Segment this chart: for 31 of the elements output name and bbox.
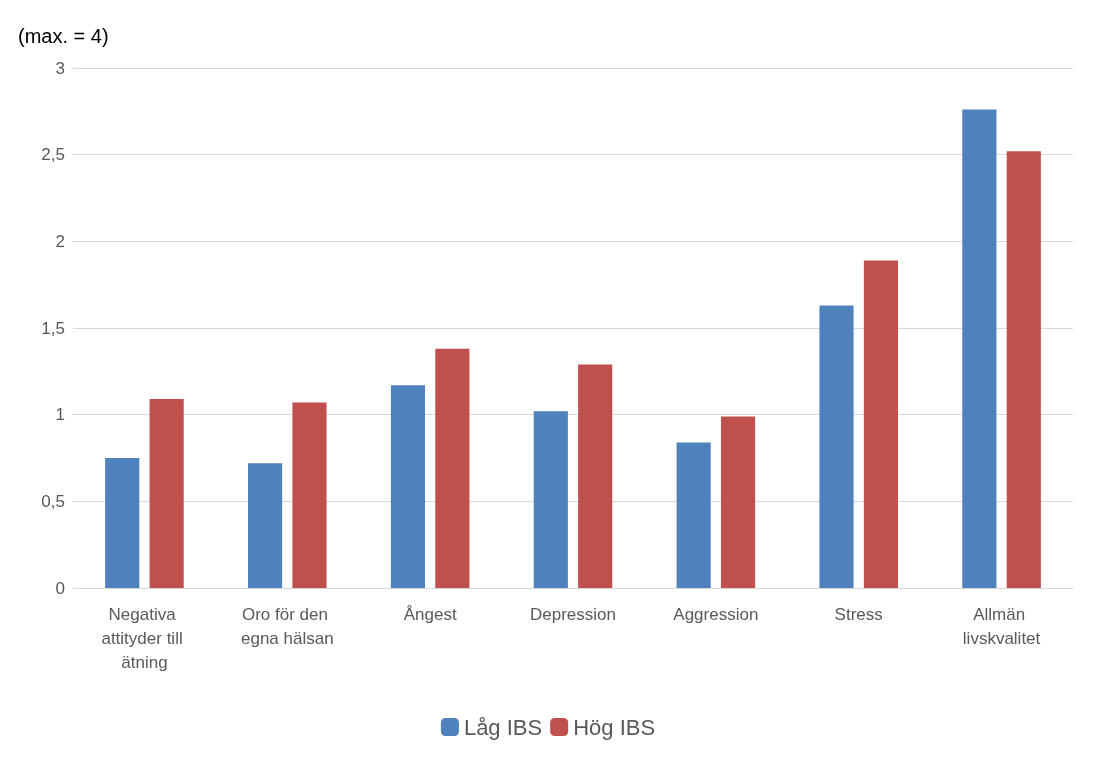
x-tick-label: Oro för den egna hälsan: [240, 604, 334, 648]
bar: [1006, 151, 1041, 588]
bar: [578, 364, 613, 588]
bar: [819, 305, 854, 588]
bar: [720, 416, 756, 588]
bar: [105, 458, 140, 588]
bar: [248, 463, 283, 588]
bar: [435, 348, 470, 588]
x-tick-label: Depression: [530, 604, 616, 624]
x-tick-label: Allmän livskvalitet: [962, 604, 1041, 648]
x-tick-label: Ångest: [403, 604, 457, 624]
x-tick-label: Stress: [834, 604, 883, 624]
x-tick-label: Negativa attityder till ätning: [101, 604, 188, 672]
bar: [533, 411, 568, 588]
bar: [676, 442, 711, 588]
bar: [962, 109, 997, 588]
y-tick-label: 2,5: [41, 145, 65, 165]
y-tick-label: 3: [55, 58, 65, 78]
y-tick-label: 2: [55, 231, 65, 251]
bar: [390, 385, 426, 588]
y-tick-label: 1: [55, 405, 65, 425]
y-axis-title: (max. = 4): [18, 25, 109, 47]
y-tick-label: 0,5: [41, 491, 65, 511]
bar: [863, 260, 898, 588]
y-tick-label: 0: [55, 578, 65, 598]
y-tick-label: 1,5: [41, 318, 65, 338]
bar: [292, 402, 327, 588]
bar: [149, 399, 184, 588]
x-tick-label: Aggression: [673, 604, 759, 624]
legend-label: Låg IBS: [463, 714, 543, 740]
legend-label: Hög IBS: [573, 714, 656, 740]
